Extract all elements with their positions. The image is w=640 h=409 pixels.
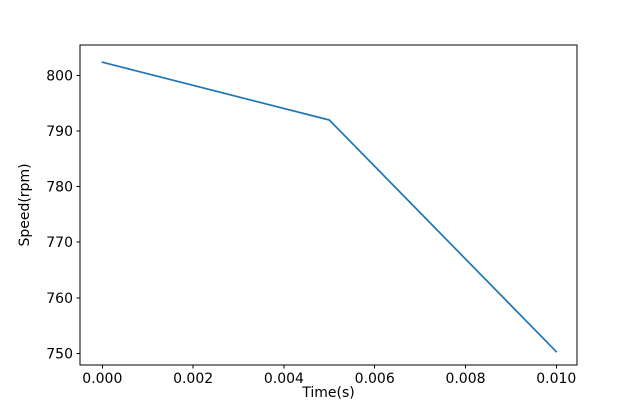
x-tick-label: 0.006 <box>355 371 395 387</box>
y-tick-label: 790 <box>46 124 73 140</box>
y-tick-label: 800 <box>46 69 73 85</box>
x-tick-label: 0.004 <box>264 371 304 387</box>
x-axis-label: Time(s) <box>301 385 354 401</box>
plot-border <box>79 44 578 366</box>
y-tick-label: 770 <box>46 235 73 251</box>
x-tick-label: 0.010 <box>536 371 576 387</box>
y-axis-label: Speed(rpm) <box>17 163 33 246</box>
y-tick-label: 750 <box>46 346 73 362</box>
x-tick-label: 0.000 <box>82 371 122 387</box>
y-tick-label: 760 <box>46 291 73 307</box>
x-tick-label: 0.002 <box>173 371 213 387</box>
series-line-speed <box>101 61 558 353</box>
y-tick-label: 780 <box>46 180 73 196</box>
chart-generated-layer: 0.000 0.002 0.004 0.006 0.008 0.010 750 760 770 7… <box>46 44 578 387</box>
x-tick-label: 0.008 <box>445 371 485 387</box>
